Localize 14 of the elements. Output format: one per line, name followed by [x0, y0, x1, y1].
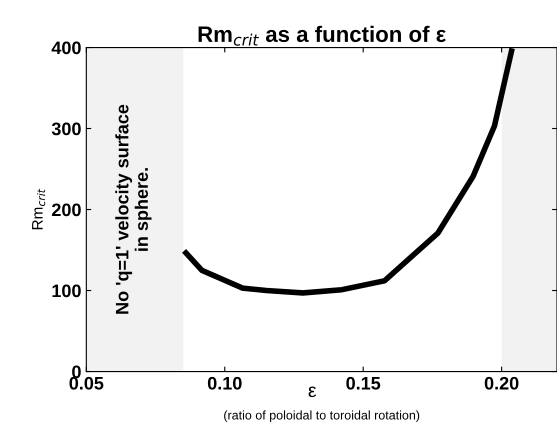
y-tick-label: 0: [72, 365, 81, 378]
y-tick-label: 400: [52, 41, 81, 54]
x-tick-label: 0.05: [69, 376, 104, 390]
x-tick-label: 0.20: [484, 376, 518, 390]
x-axis-title: ε: [308, 386, 316, 398]
y-tick-label: 300: [52, 122, 81, 136]
y-axis-title: Rm$_{crit}$: [32, 188, 46, 230]
x-tick-label: 0.15: [346, 376, 380, 390]
chart-title: Rm$_{crit}$ as a function of ε: [198, 26, 446, 46]
x-tick-label: 0.10: [208, 376, 242, 390]
annotation: No 'q=1' velocity surface in sphere.: [115, 104, 152, 314]
text: (ratio of poloidal to toroidal rotation): [224, 410, 420, 422]
y-tick-label: 200: [52, 203, 81, 216]
y-tick-label: 100: [52, 284, 81, 298]
